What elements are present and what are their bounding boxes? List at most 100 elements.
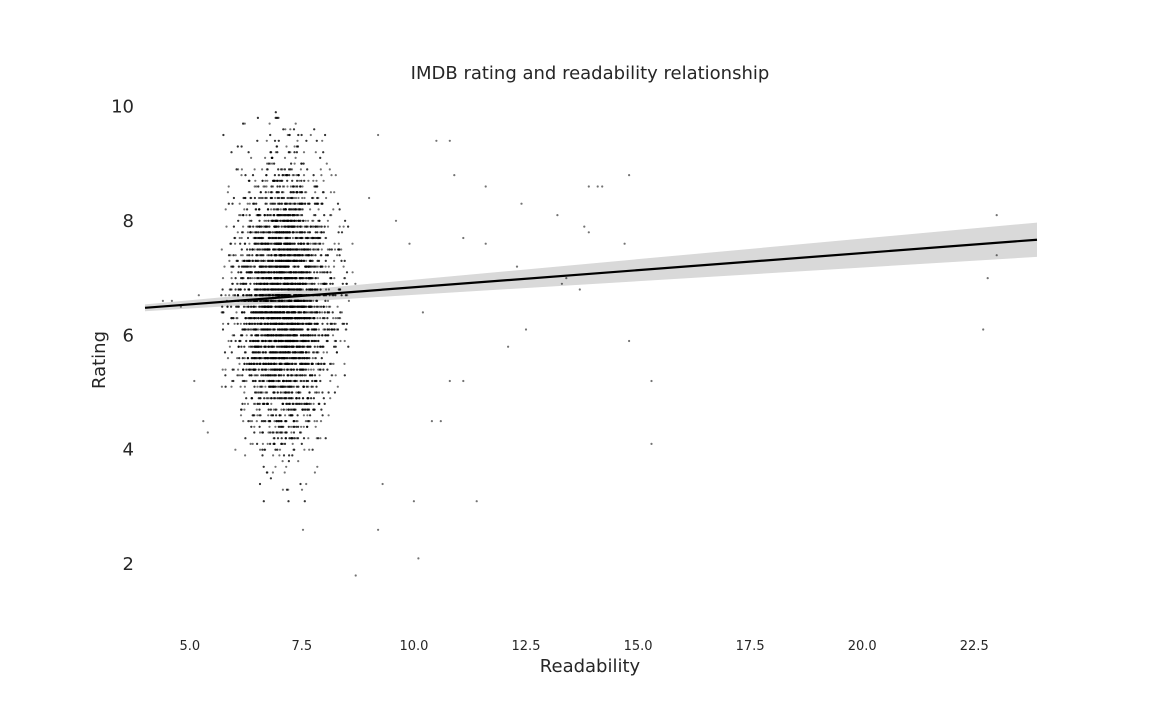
scatter-point (268, 231, 271, 234)
scatter-point (297, 425, 300, 428)
scatter-point (338, 208, 341, 211)
scatter-point (290, 357, 294, 360)
scatter-point (282, 408, 285, 411)
scatter-point (310, 368, 313, 371)
scatter-point (310, 362, 313, 365)
scatter-point (256, 116, 259, 119)
scatter-point (264, 259, 267, 262)
scatter-point (273, 420, 276, 423)
scatter-point (239, 254, 243, 257)
scatter-point (260, 225, 263, 228)
scatter-point (306, 168, 309, 171)
scatter-point (320, 357, 323, 360)
scatter-point (315, 420, 319, 423)
scatter-point (254, 339, 257, 343)
scatter-point (314, 191, 317, 194)
scatter-point (315, 179, 318, 182)
scatter-point (245, 379, 248, 383)
scatter-point (324, 236, 327, 240)
scatter-point (273, 442, 276, 445)
scatter-point (274, 425, 277, 428)
scatter-point (290, 282, 293, 285)
scatter-point (258, 254, 261, 257)
scatter-point (248, 242, 251, 245)
scatter-point (334, 374, 337, 377)
scatter-point (296, 179, 299, 182)
scatter-point (321, 191, 325, 194)
scatter-point (338, 225, 341, 228)
scatter-point (278, 185, 281, 188)
scatter-point (272, 454, 275, 457)
scatter-point (302, 151, 306, 154)
scatter-point (253, 317, 256, 320)
scatter-point (238, 236, 241, 240)
scatter-point (310, 254, 313, 257)
scatter-point (260, 374, 263, 377)
scatter-point (308, 231, 311, 234)
scatter-point (329, 379, 332, 383)
scatter-point (253, 248, 256, 251)
scatter-point (340, 259, 343, 262)
scatter-point (288, 174, 291, 177)
scatter-point (329, 305, 332, 308)
scatter-point (277, 431, 280, 434)
scatter-point (327, 265, 330, 268)
scatter-point (267, 191, 270, 194)
scatter-point (322, 179, 325, 182)
scatter-point (252, 202, 255, 205)
scatter-point (318, 311, 321, 314)
scatter-point (333, 248, 337, 251)
scatter-point (261, 248, 264, 251)
scatter-point (329, 271, 332, 274)
scatter-point (225, 225, 228, 228)
scatter-point (331, 334, 335, 337)
scatter-point (227, 254, 231, 257)
scatter-point (295, 174, 298, 177)
scatter-point (261, 391, 264, 394)
scatter-point (275, 431, 278, 434)
scatter-point (244, 454, 247, 457)
scatter-point (306, 242, 309, 245)
y-axis-label: Rating (89, 331, 110, 389)
scatter-point (290, 431, 293, 434)
scatter-point (274, 385, 277, 388)
scatter-point (274, 408, 277, 411)
scatter-point (255, 185, 258, 188)
scatter-point (230, 151, 233, 154)
scatter-point (271, 471, 274, 474)
scatter-point (238, 214, 241, 217)
scatter-point (263, 397, 266, 400)
scatter-point (286, 368, 289, 371)
scatter-point (286, 225, 289, 228)
scatter-point (256, 139, 259, 142)
scatter-point (314, 242, 317, 245)
scatter-point (291, 317, 294, 320)
scatter-point (306, 236, 309, 240)
scatter-point (273, 248, 276, 251)
scatter-point (230, 305, 233, 308)
scatter-point (325, 305, 328, 308)
scatter-point (309, 248, 312, 251)
scatter-point (265, 174, 268, 177)
scatter-point (330, 322, 334, 325)
scatter-point (287, 460, 290, 463)
scatter-point (270, 254, 273, 257)
scatter-point (306, 225, 309, 228)
scatter-point (254, 379, 257, 383)
scatter-point (266, 339, 269, 343)
scatter-point (262, 299, 265, 302)
scatter-point (313, 305, 316, 308)
scatter-point (326, 299, 330, 302)
scatter-point (296, 288, 299, 291)
scatter-point (234, 277, 237, 280)
scatter-point (312, 179, 315, 182)
scatter-point (304, 191, 307, 194)
scatter-point (340, 231, 344, 234)
scatter-point (292, 431, 296, 434)
scatter-point (282, 374, 285, 377)
scatter-point (271, 431, 274, 434)
scatter-point (305, 139, 308, 142)
scatter-point (246, 265, 249, 268)
scatter-point (234, 339, 237, 343)
